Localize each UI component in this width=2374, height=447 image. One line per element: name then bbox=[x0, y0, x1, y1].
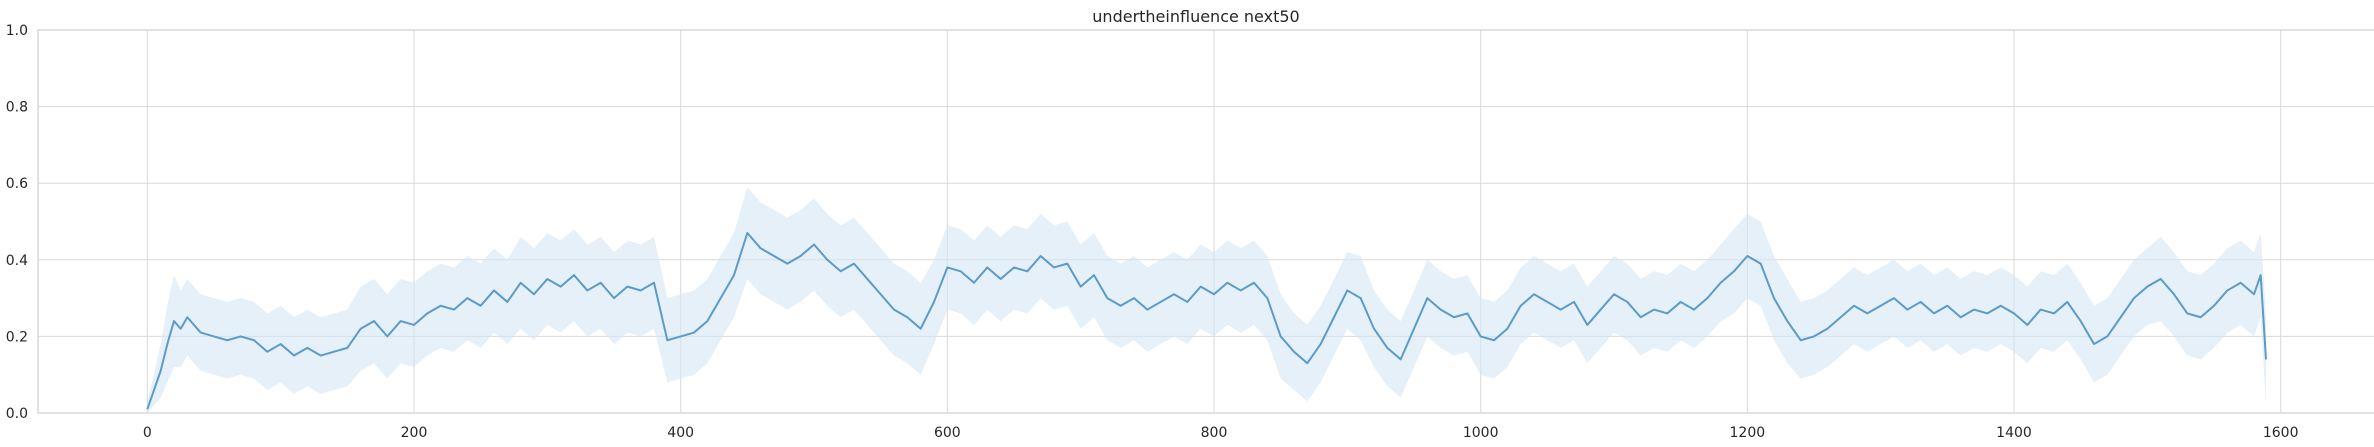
band-area bbox=[147, 187, 2267, 413]
x-tick-label: 400 bbox=[667, 425, 694, 441]
x-tick-label: 0 bbox=[143, 425, 152, 441]
y-tick-label: 0.0 bbox=[6, 406, 28, 422]
y-tick-label: 0.6 bbox=[6, 176, 28, 192]
x-tick-label: 200 bbox=[401, 425, 428, 441]
x-tick-label: 1000 bbox=[1463, 425, 1499, 441]
confidence-band bbox=[147, 187, 2267, 413]
x-tick-label: 1200 bbox=[1730, 425, 1766, 441]
plot-frame bbox=[37, 29, 2374, 414]
chart-title: undertheinfluence next50 bbox=[1092, 7, 1299, 26]
mean-line bbox=[146, 231, 2267, 410]
x-tick-label: 600 bbox=[934, 425, 961, 441]
y-tick-label: 1.0 bbox=[6, 23, 28, 39]
y-tick-label: 0.2 bbox=[6, 329, 28, 345]
y-tick-label: 0.4 bbox=[6, 253, 28, 269]
x-tick-label: 1600 bbox=[2263, 425, 2299, 441]
y-axis-ticks: 0.0 0.2 0.4 0.6 0.8 1.0 bbox=[6, 23, 28, 422]
x-axis-ticks: 0 200 400 600 800 1000 1200 1400 1600 bbox=[143, 425, 2299, 441]
x-tick-label: 800 bbox=[1201, 425, 1228, 441]
series-line bbox=[146, 231, 2267, 410]
y-tick-label: 0.8 bbox=[6, 100, 28, 116]
x-tick-label: 1400 bbox=[1996, 425, 2032, 441]
